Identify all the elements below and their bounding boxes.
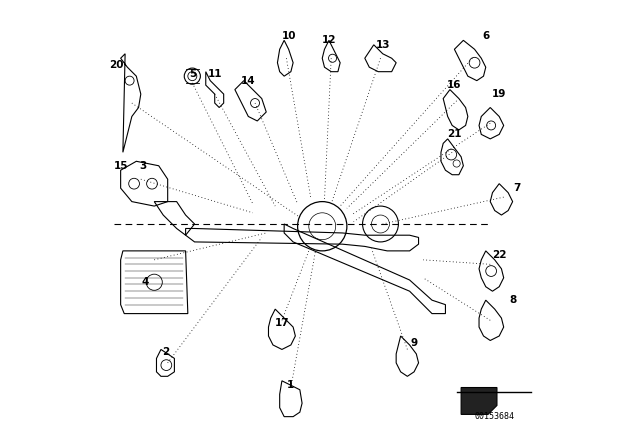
- Text: 14: 14: [241, 76, 255, 86]
- Text: 00153684: 00153684: [475, 412, 515, 421]
- Text: 5: 5: [189, 69, 196, 79]
- Text: 11: 11: [207, 69, 222, 79]
- Text: 7: 7: [513, 183, 521, 193]
- Text: 21: 21: [447, 129, 461, 139]
- Text: 16: 16: [447, 80, 461, 90]
- Polygon shape: [461, 388, 497, 414]
- Text: 6: 6: [482, 31, 490, 41]
- Text: 1: 1: [287, 380, 294, 390]
- Text: 8: 8: [509, 295, 516, 305]
- Text: 17: 17: [275, 318, 289, 327]
- Text: 9: 9: [410, 338, 418, 348]
- Text: 22: 22: [492, 250, 506, 260]
- Text: 4: 4: [141, 277, 149, 287]
- Text: 15: 15: [113, 161, 128, 171]
- Text: 19: 19: [492, 89, 506, 99]
- Text: 20: 20: [109, 60, 124, 70]
- Text: 2: 2: [162, 347, 169, 357]
- Text: 10: 10: [282, 31, 296, 41]
- Text: 12: 12: [322, 35, 336, 45]
- Text: 13: 13: [376, 40, 390, 50]
- Text: 3: 3: [140, 161, 147, 171]
